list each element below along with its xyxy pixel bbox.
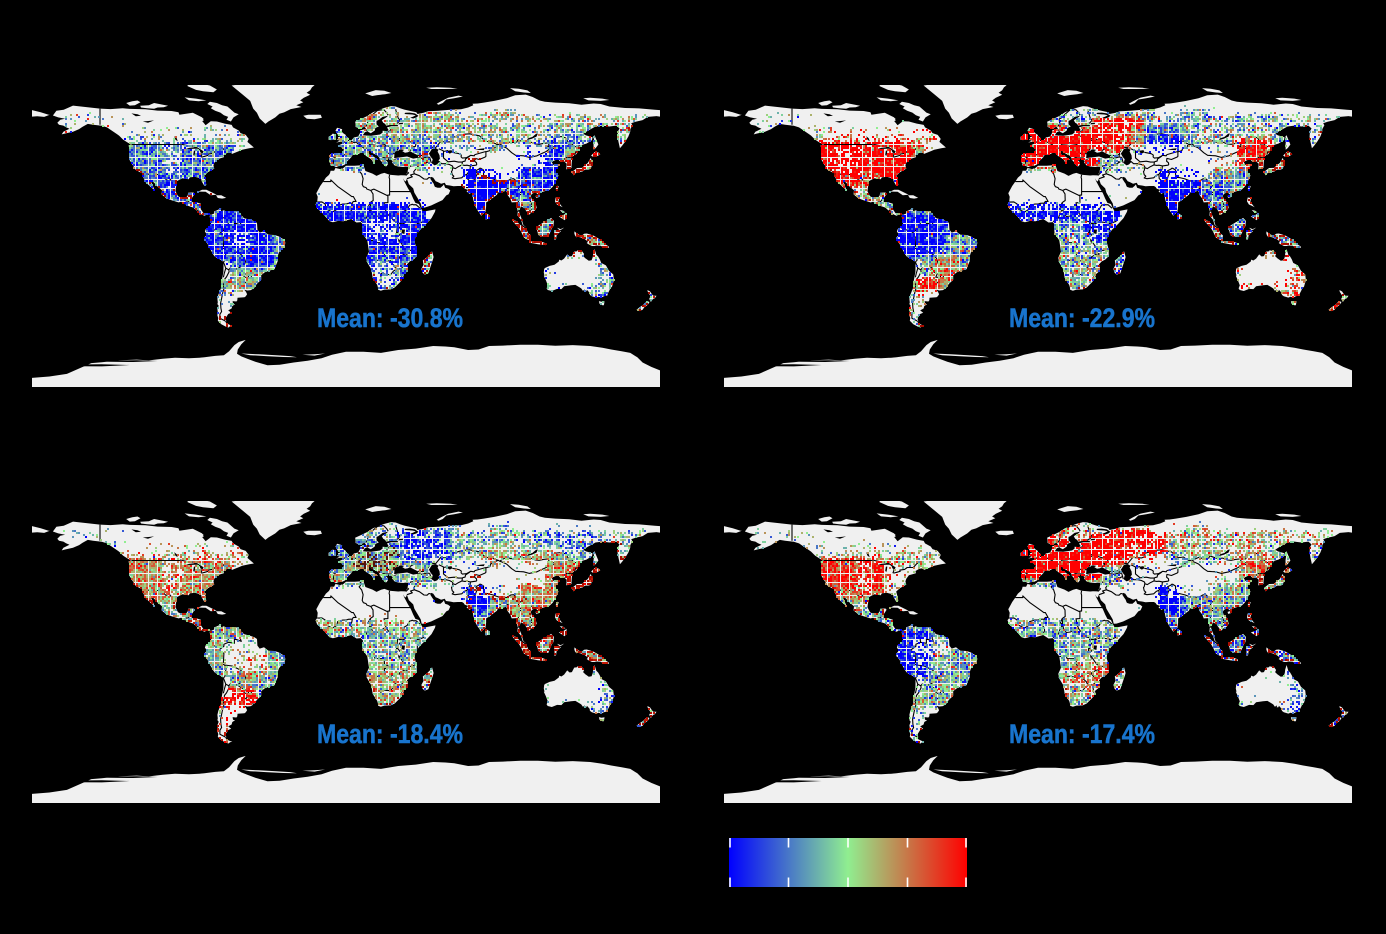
svg-text:Mean: -22.9%: Mean: -22.9% [1009, 303, 1155, 333]
svg-text:Mean: -17.4%: Mean: -17.4% [1009, 719, 1155, 749]
svg-text:Mean: -30.8%: Mean: -30.8% [317, 303, 463, 333]
svg-text:Mean: -18.4%: Mean: -18.4% [317, 719, 463, 749]
